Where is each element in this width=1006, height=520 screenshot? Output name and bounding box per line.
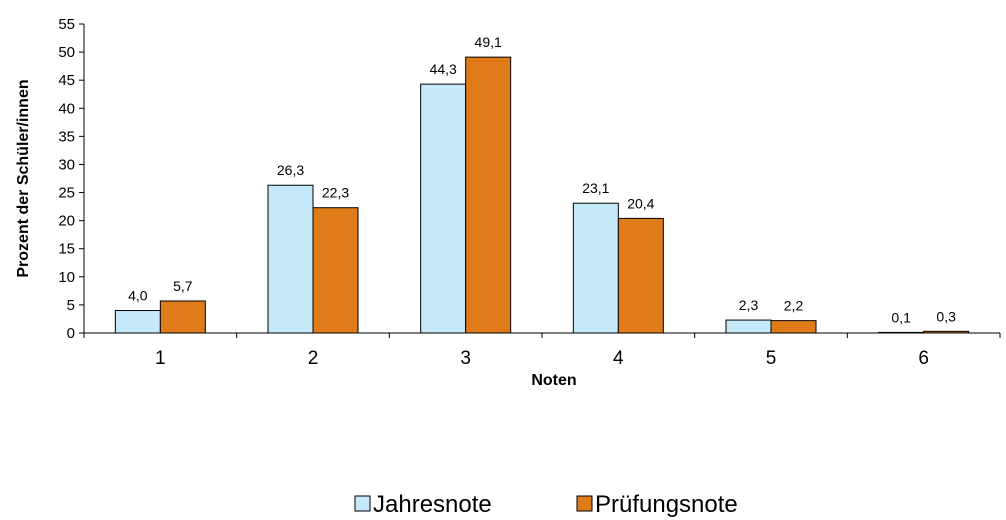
x-tick-label: 3	[460, 348, 471, 369]
bar-pruefungsnote-6	[923, 330, 970, 334]
data-label: 49,1	[475, 34, 502, 50]
data-label: 0,3	[936, 308, 956, 324]
x-tick-label: 6	[918, 348, 929, 369]
y-tick-label: 40	[58, 100, 75, 117]
x-tick-label: 1	[155, 348, 166, 369]
x-tick-label: 4	[613, 348, 624, 369]
data-label: 44,3	[430, 61, 457, 77]
data-label: 22,3	[322, 185, 349, 201]
y-axis-title-group: Prozent der Schüler/innen	[15, 79, 32, 277]
y-tick-label: 5	[67, 297, 75, 314]
data-label: 5,7	[173, 278, 193, 294]
legend: Jahresnote Prüfungsnote	[354, 491, 738, 518]
bar-jahresnote-4	[572, 202, 619, 334]
bar-pruefungsnote-1	[159, 300, 206, 334]
y-tick-label: 15	[58, 241, 75, 258]
y-tick-label: 25	[58, 185, 75, 202]
bar-jahresnote-1	[114, 310, 161, 334]
data-label: 26,3	[277, 162, 304, 178]
bar-jahresnote-6	[878, 331, 925, 334]
y-tick-label: 10	[58, 269, 75, 286]
y-tick-label: 20	[58, 213, 75, 230]
y-tick-label: 50	[58, 44, 75, 61]
bar-pruefungsnote-4	[617, 217, 664, 334]
data-label: 0,1	[891, 309, 911, 325]
data-label: 23,1	[582, 180, 609, 196]
data-label: 20,4	[627, 195, 654, 211]
y-tick-label: 45	[58, 72, 75, 89]
bar-jahresnote-3	[420, 83, 467, 334]
y-axis-title: Prozent der Schüler/innen	[15, 79, 32, 277]
bar-jahresnote-5	[725, 319, 772, 334]
y-tick-label: 35	[58, 128, 75, 145]
y-tick-label: 0	[67, 325, 75, 342]
bar-jahresnote-2	[267, 184, 314, 334]
y-tick-label: 55	[58, 16, 75, 33]
legend-swatch-pruefungsnote	[576, 495, 593, 512]
y-tick-label: 30	[58, 156, 75, 173]
x-axis-title: Noten	[531, 372, 576, 389]
bar-pruefungsnote-5	[770, 320, 817, 334]
bar-pruefungsnote-2	[312, 207, 359, 334]
legend-label-jahresnote: Jahresnote	[373, 491, 492, 518]
bar-pruefungsnote-3	[465, 56, 512, 334]
legend-swatch-jahresnote	[354, 495, 371, 512]
data-label: 2,3	[739, 297, 759, 313]
data-label: 4,0	[128, 288, 148, 304]
data-label: 2,2	[784, 298, 804, 314]
x-tick-label: 2	[308, 348, 319, 369]
bars: 4,0 5,7 26,3 22,3 44,3 49,1 23,1 20,4 2,3 2,2 0,1 0…	[114, 34, 970, 334]
legend-label-pruefungsnote: Prüfungsnote	[595, 491, 738, 518]
x-tick-label: 5	[766, 348, 777, 369]
